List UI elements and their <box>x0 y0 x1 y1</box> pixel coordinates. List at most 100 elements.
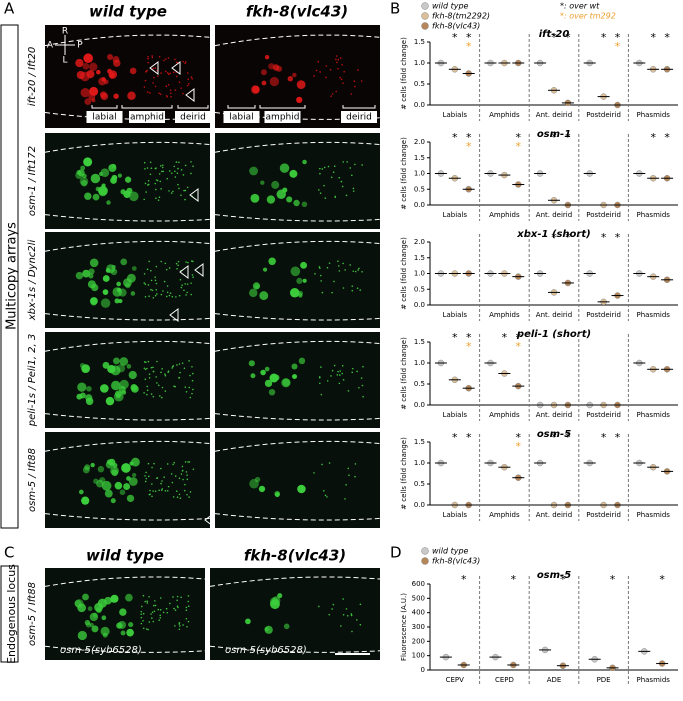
significance: * <box>601 31 607 44</box>
puncta <box>359 603 362 606</box>
puncta <box>171 367 173 369</box>
region-box <box>264 111 301 123</box>
chart-title: peli-1 (short) <box>516 329 591 340</box>
cell <box>120 189 126 195</box>
puncta <box>319 172 321 175</box>
cell <box>248 360 255 367</box>
puncta <box>191 274 194 276</box>
puncta <box>184 283 186 285</box>
puncta <box>150 279 153 282</box>
cell <box>126 476 131 481</box>
puncta <box>166 489 169 492</box>
puncta <box>157 384 160 387</box>
x-tick-label: Phasmids <box>636 111 670 119</box>
puncta <box>356 619 358 621</box>
puncta <box>351 630 353 633</box>
puncta <box>177 264 179 267</box>
cell <box>289 169 298 178</box>
puncta <box>332 603 335 606</box>
puncta <box>143 367 146 370</box>
puncta <box>342 614 345 616</box>
puncta <box>172 496 175 498</box>
puncta <box>180 87 182 89</box>
cell <box>298 290 303 296</box>
puncta <box>154 600 156 602</box>
puncta <box>143 198 145 201</box>
puncta <box>351 367 354 370</box>
panel-label: B <box>390 0 400 18</box>
puncta <box>348 474 350 476</box>
puncta <box>160 260 163 263</box>
worm-outline <box>44 141 211 153</box>
significance: * <box>650 31 656 44</box>
significance: * <box>502 331 508 344</box>
puncta <box>150 167 153 170</box>
puncta <box>151 56 154 59</box>
cell <box>127 91 136 101</box>
puncta <box>142 612 145 615</box>
strain-label: osm-5(syb6528) <box>225 645 307 656</box>
puncta <box>178 376 181 379</box>
puncta <box>158 55 161 58</box>
significance: * <box>516 440 522 453</box>
puncta <box>176 605 179 608</box>
puncta <box>347 390 350 392</box>
puncta <box>340 180 343 183</box>
puncta <box>319 267 321 269</box>
puncta <box>333 364 336 367</box>
puncta <box>340 78 343 81</box>
cell <box>110 177 117 184</box>
puncta <box>342 82 344 84</box>
puncta <box>190 282 192 284</box>
cell <box>300 261 308 269</box>
cell <box>93 478 99 484</box>
cell <box>264 626 269 632</box>
x-tick-label: Phasmids <box>636 676 670 684</box>
x-tick-label: Amphids <box>489 311 520 319</box>
x-tick-label: Postdeirid <box>586 311 621 319</box>
puncta <box>330 176 333 179</box>
puncta <box>156 477 159 479</box>
y-tick-label: 200 <box>412 637 425 645</box>
cell <box>126 628 134 637</box>
micrograph <box>45 25 210 128</box>
cell <box>296 80 306 89</box>
puncta <box>168 73 170 75</box>
cell <box>268 63 275 70</box>
puncta <box>354 270 357 273</box>
cell <box>128 370 137 380</box>
cell <box>79 177 89 186</box>
puncta <box>174 625 176 627</box>
puncta <box>164 70 167 73</box>
cell <box>287 76 293 82</box>
puncta <box>319 71 321 73</box>
compass-label: A <box>47 41 54 51</box>
puncta <box>184 164 187 167</box>
legend-swatch <box>421 22 429 30</box>
cell <box>259 291 269 301</box>
y-tick-label: 0.5 <box>414 480 425 488</box>
puncta <box>361 384 364 387</box>
y-tick-label: 1.5 <box>414 38 425 46</box>
cell <box>90 173 101 184</box>
puncta <box>186 625 188 628</box>
cell <box>123 483 131 491</box>
cell <box>86 386 92 392</box>
puncta <box>147 55 149 58</box>
y-tick-label: 600 <box>412 580 425 588</box>
significance: * <box>466 340 472 353</box>
puncta <box>341 365 344 367</box>
puncta <box>165 85 168 88</box>
significance: * <box>466 140 472 153</box>
puncta <box>140 616 143 619</box>
chart-title: xbx-1 (short) <box>516 229 590 240</box>
puncta <box>352 190 355 192</box>
puncta <box>154 604 157 607</box>
cell <box>116 281 121 287</box>
puncta <box>173 607 175 610</box>
puncta <box>147 61 150 64</box>
puncta <box>176 599 178 602</box>
puncta <box>341 372 343 375</box>
puncta <box>152 490 154 492</box>
worm-outline <box>214 141 381 153</box>
